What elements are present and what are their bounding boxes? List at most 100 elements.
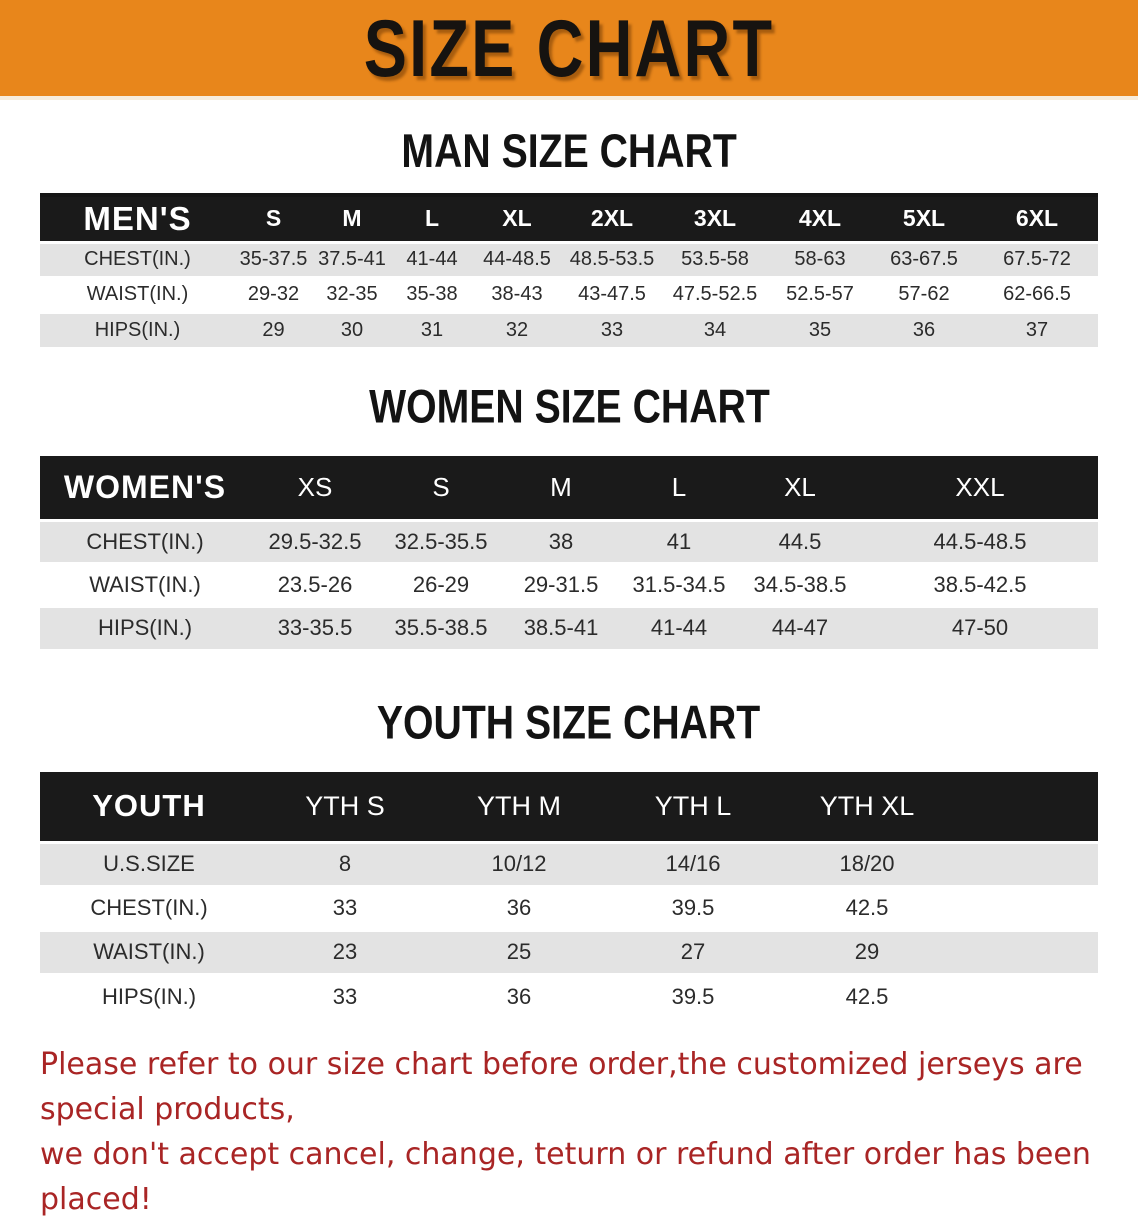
size-cell: 44.5-48.5 [862, 518, 1098, 563]
youth-col-header: YTH M [432, 772, 606, 842]
size-cell: 33 [562, 310, 662, 347]
size-cell: 26-29 [380, 561, 502, 606]
row-label: CHEST(IN.) [40, 240, 235, 277]
women-col-header: L [620, 456, 738, 520]
men-col-header: M [312, 193, 392, 242]
row-label: WAIST(IN.) [40, 561, 250, 606]
youth-section-title: YOUTH SIZE CHART [0, 697, 1138, 749]
size-cell: 42.5 [780, 884, 954, 930]
spacer-cell [954, 772, 1098, 842]
women-col-header: XS [250, 456, 380, 520]
size-cell: 36 [872, 310, 976, 347]
size-cell: 32-35 [312, 275, 392, 312]
size-cell: 39.5 [606, 972, 780, 1018]
size-cell: 29 [235, 310, 312, 347]
size-cell: 37 [976, 310, 1098, 347]
youth-size-table: YOUTH YTH S YTH M YTH L YTH XL U.S.SIZE … [40, 772, 1098, 1018]
size-cell: 8 [258, 840, 432, 886]
size-cell: 44.5 [738, 518, 862, 563]
men-size-table: MEN'S S M L XL 2XL 3XL 4XL 5XL 6XL CHEST… [40, 193, 1098, 347]
women-col-header: XXL [862, 456, 1098, 520]
size-cell: 41-44 [392, 240, 472, 277]
men-group-label: MEN'S [40, 193, 235, 242]
youth-col-header: YTH S [258, 772, 432, 842]
men-col-header: S [235, 193, 312, 242]
row-label: WAIST(IN.) [40, 928, 258, 974]
size-cell: 44-48.5 [472, 240, 562, 277]
men-col-header: 5XL [872, 193, 976, 242]
men-col-header: 3XL [662, 193, 768, 242]
women-col-header: XL [738, 456, 862, 520]
row-label: CHEST(IN.) [40, 518, 250, 563]
size-cell: 62-66.5 [976, 275, 1098, 312]
women-header-row: WOMEN'S XS S M L XL XXL [40, 456, 1098, 520]
men-col-header: 4XL [768, 193, 872, 242]
men-waist-row: WAIST(IN.) 29-32 32-35 35-38 38-43 43-47… [40, 275, 1098, 312]
youth-section-title-text: YOUTH SIZE CHART [377, 696, 761, 749]
women-col-header: S [380, 456, 502, 520]
women-waist-row: WAIST(IN.) 23.5-26 26-29 29-31.5 31.5-34… [40, 561, 1098, 606]
row-label: HIPS(IN.) [40, 972, 258, 1018]
size-cell: 53.5-58 [662, 240, 768, 277]
size-cell: 14/16 [606, 840, 780, 886]
youth-waist-row: WAIST(IN.) 23 25 27 29 [40, 928, 1098, 974]
spacer-cell [954, 884, 1098, 930]
men-header-row: MEN'S S M L XL 2XL 3XL 4XL 5XL 6XL [40, 193, 1098, 242]
size-cell: 33 [258, 884, 432, 930]
size-cell: 33 [258, 972, 432, 1018]
size-cell: 34 [662, 310, 768, 347]
men-col-header: 6XL [976, 193, 1098, 242]
size-cell: 32 [472, 310, 562, 347]
youth-header-row: YOUTH YTH S YTH M YTH L YTH XL [40, 772, 1098, 842]
youth-col-header: YTH XL [780, 772, 954, 842]
youth-chest-row: CHEST(IN.) 33 36 39.5 42.5 [40, 884, 1098, 930]
size-cell: 18/20 [780, 840, 954, 886]
size-cell: 23 [258, 928, 432, 974]
size-cell: 32.5-35.5 [380, 518, 502, 563]
spacer-cell [954, 928, 1098, 974]
women-section-title-text: WOMEN SIZE CHART [368, 380, 770, 433]
size-cell: 29-31.5 [502, 561, 620, 606]
size-cell: 41-44 [620, 604, 738, 649]
spacer-cell [954, 972, 1098, 1018]
size-cell: 38.5-42.5 [862, 561, 1098, 606]
size-cell: 33-35.5 [250, 604, 380, 649]
banner-title: SIZE CHART [363, 2, 775, 94]
size-cell: 39.5 [606, 884, 780, 930]
row-label: HIPS(IN.) [40, 310, 235, 347]
size-cell: 29.5-32.5 [250, 518, 380, 563]
women-size-table: WOMEN'S XS S M L XL XXL CHEST(IN.) 29.5-… [40, 456, 1098, 649]
size-cell: 23.5-26 [250, 561, 380, 606]
size-cell: 30 [312, 310, 392, 347]
size-cell: 36 [432, 884, 606, 930]
size-cell: 10/12 [432, 840, 606, 886]
footer-line-1: Please refer to our size chart before or… [40, 1047, 1083, 1127]
youth-col-header: YTH L [606, 772, 780, 842]
row-label: CHEST(IN.) [40, 884, 258, 930]
man-section-title: MAN SIZE CHART [0, 126, 1138, 178]
spacer-cell [954, 840, 1098, 886]
men-col-header: 2XL [562, 193, 662, 242]
men-col-header: XL [472, 193, 562, 242]
size-cell: 31 [392, 310, 472, 347]
size-cell: 52.5-57 [768, 275, 872, 312]
youth-hips-row: HIPS(IN.) 33 36 39.5 42.5 [40, 972, 1098, 1018]
size-cell: 41 [620, 518, 738, 563]
size-cell: 38.5-41 [502, 604, 620, 649]
women-chest-row: CHEST(IN.) 29.5-32.5 32.5-35.5 38 41 44.… [40, 518, 1098, 563]
size-cell: 29 [780, 928, 954, 974]
size-cell: 35.5-38.5 [380, 604, 502, 649]
size-cell: 34.5-38.5 [738, 561, 862, 606]
size-cell: 63-67.5 [872, 240, 976, 277]
women-col-header: M [502, 456, 620, 520]
size-cell: 58-63 [768, 240, 872, 277]
size-cell: 36 [432, 972, 606, 1018]
size-cell: 37.5-41 [312, 240, 392, 277]
row-label: HIPS(IN.) [40, 604, 250, 649]
men-chest-row: CHEST(IN.) 35-37.5 37.5-41 41-44 44-48.5… [40, 240, 1098, 277]
size-cell: 25 [432, 928, 606, 974]
size-cell: 43-47.5 [562, 275, 662, 312]
size-cell: 27 [606, 928, 780, 974]
women-section-title: WOMEN SIZE CHART [0, 381, 1138, 433]
youth-group-label: YOUTH [40, 772, 258, 842]
